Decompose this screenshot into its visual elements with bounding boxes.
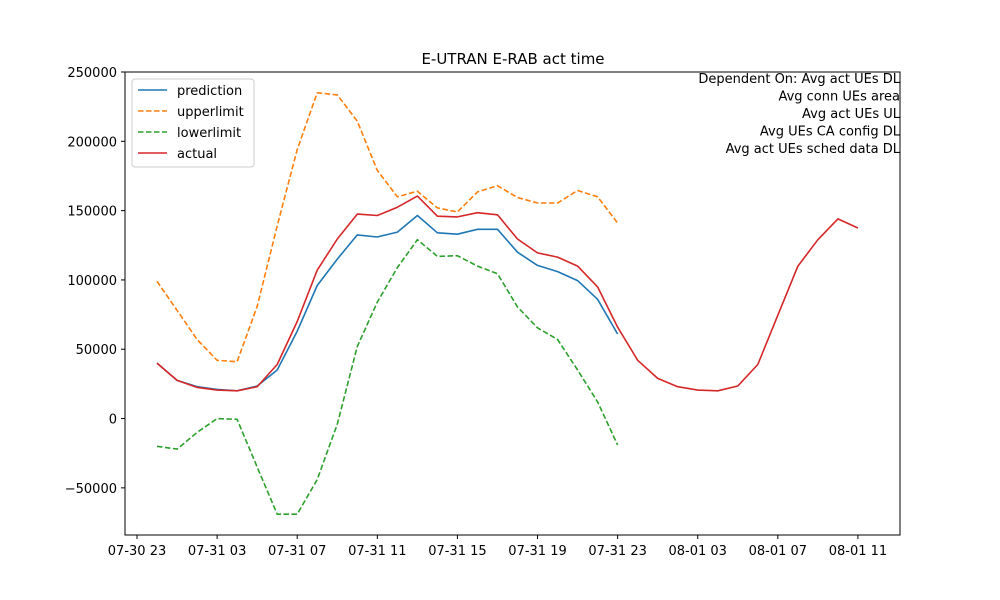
annotation-line: Avg act UEs UL — [802, 107, 901, 122]
x-tick-label: 07-31 23 — [588, 544, 646, 559]
series-line-prediction — [156, 214, 619, 392]
y-axis: 250000 200000 150000 100000 50000 0 −50000 — [65, 66, 125, 497]
legend-label-upperlimit: upperlimit — [177, 105, 244, 120]
y-tick-label: 50000 — [76, 343, 117, 358]
y-tick-label: 100000 — [67, 274, 117, 289]
x-tick-label: 07-31 03 — [188, 544, 246, 559]
x-tick-label: 08-01 07 — [749, 544, 807, 559]
y-tick-label: 250000 — [67, 66, 117, 81]
x-tick-label: 07-31 19 — [508, 544, 566, 559]
annotation-line: Avg act UEs sched data DL — [726, 142, 901, 157]
series-line-actual — [156, 195, 859, 392]
plot-area — [156, 92, 859, 516]
legend-label-prediction: prediction — [177, 84, 242, 99]
x-tick-label: 07-30 23 — [108, 544, 166, 559]
y-tick-label: 200000 — [67, 135, 117, 150]
x-tick-label: 07-31 07 — [268, 544, 326, 559]
annotation-line: Avg conn UEs area — [778, 90, 900, 105]
y-tick-label: 150000 — [67, 205, 117, 220]
x-tick-label: 07-31 15 — [428, 544, 486, 559]
x-axis: 07-30 23 07-31 03 07-31 07 07-31 11 07-31 15… — [108, 535, 887, 559]
y-tick-label: 0 — [109, 413, 117, 428]
series-line-lowerlimit — [156, 238, 619, 516]
x-tick-label: 07-31 11 — [348, 544, 406, 559]
x-tick-label: 08-01 11 — [829, 544, 887, 559]
legend-box — [131, 78, 255, 168]
annotation-line: Dependent On: Avg act UEs DL — [698, 72, 900, 87]
legend-label-lowerlimit: lowerlimit — [177, 126, 241, 141]
series-line-upperlimit — [156, 92, 619, 363]
x-tick-label: 08-01 03 — [669, 544, 727, 559]
dependency-annotation: Dependent On: Avg act UEs DL Avg conn UEs… — [698, 72, 900, 157]
legend-label-actual: actual — [177, 147, 217, 162]
chart-title: E-UTRAN E-RAB act time — [421, 50, 604, 68]
y-tick-label: −50000 — [65, 482, 117, 497]
legend: prediction upperlimit lowerlimit actual — [131, 78, 255, 168]
plot-frame — [124, 71, 901, 536]
annotation-line: Avg UEs CA config DL — [760, 125, 901, 140]
